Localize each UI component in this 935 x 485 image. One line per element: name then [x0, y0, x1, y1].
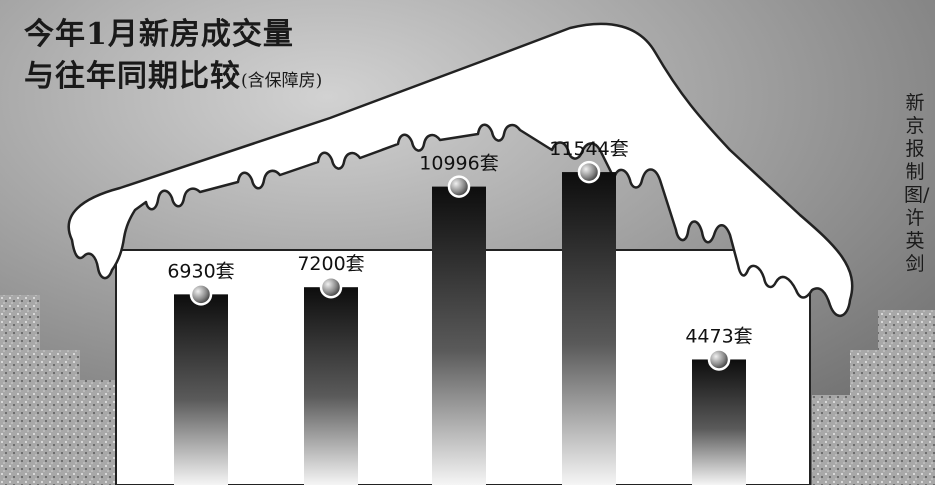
- bar-value-label-4: 11544套: [549, 138, 628, 160]
- bar-4: [562, 172, 616, 485]
- image-credit: 新京报制图/许英剑: [904, 92, 930, 275]
- bar-2: [304, 287, 358, 485]
- bar-value-label-1: 6930套: [167, 260, 234, 282]
- bar-marker-5: [707, 348, 731, 371]
- bar-1: [174, 294, 228, 485]
- city-silhouette-right: [812, 310, 935, 485]
- bar-marker-1: [189, 283, 213, 306]
- chart-subtitle-main: 与往年同期比较: [24, 59, 241, 94]
- bar-3: [432, 186, 486, 485]
- city-silhouette-left: [0, 295, 118, 485]
- chart-subtitle-note: (含保障房): [241, 71, 323, 91]
- bar-value-label-3: 10996套: [419, 153, 498, 175]
- bar-value-label-2: 7200套: [297, 253, 364, 275]
- bar-marker-2: [319, 275, 343, 299]
- chart-title: 今年1月新房成交量: [24, 17, 294, 52]
- bar-marker-3: [447, 175, 471, 198]
- bar-marker-4: [577, 160, 601, 184]
- bar-5: [692, 359, 746, 485]
- bars-group: 6930套 7200套 10996套 11544套 4473套: [167, 138, 753, 485]
- snow-roof: [67, 22, 854, 317]
- chart-subtitle: 与往年同期比较(含保障房): [24, 62, 322, 92]
- bar-value-label-5: 4473套: [685, 325, 752, 347]
